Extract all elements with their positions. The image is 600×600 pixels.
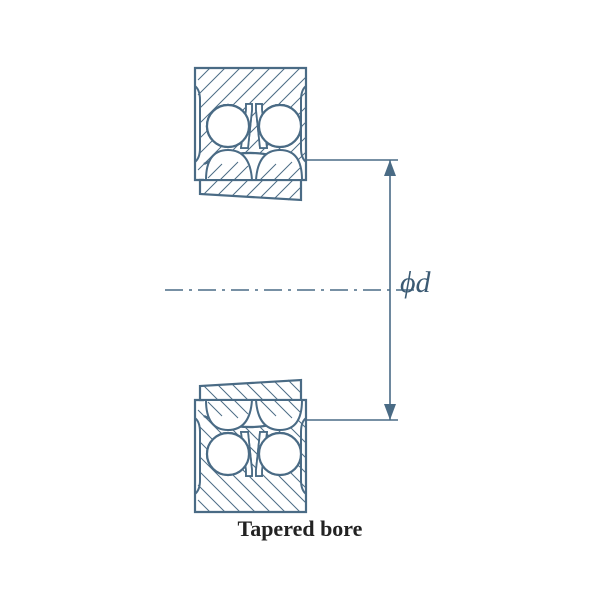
dimension-label: ϕd <box>400 266 431 300</box>
bearing-cross-section <box>0 0 600 600</box>
bottom-assembly <box>195 380 306 512</box>
caption: Tapered bore <box>0 516 600 542</box>
dim-arrow-bottom <box>384 404 396 420</box>
diagram-canvas: ϕd Tapered bore <box>0 0 600 600</box>
dim-arrow-top <box>384 160 396 176</box>
